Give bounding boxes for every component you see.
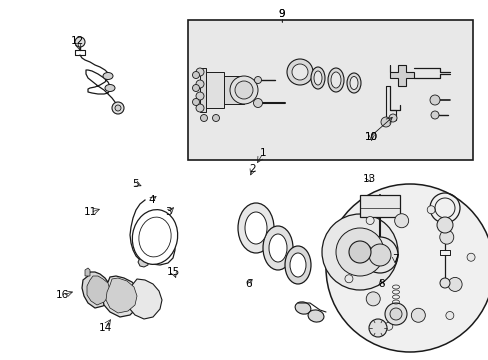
Circle shape: [192, 85, 199, 91]
Circle shape: [344, 275, 352, 283]
Circle shape: [466, 253, 474, 261]
Circle shape: [357, 244, 371, 258]
Circle shape: [286, 59, 312, 85]
Polygon shape: [200, 68, 205, 112]
Circle shape: [112, 102, 124, 114]
Circle shape: [75, 37, 85, 47]
Circle shape: [229, 76, 258, 104]
Bar: [359, 195, 399, 217]
Bar: [187, 20, 472, 160]
Polygon shape: [138, 258, 148, 267]
Circle shape: [436, 217, 452, 233]
Ellipse shape: [285, 246, 310, 284]
Circle shape: [447, 278, 461, 291]
Circle shape: [200, 114, 207, 122]
Circle shape: [321, 214, 397, 290]
Text: 9: 9: [278, 9, 285, 19]
Circle shape: [439, 278, 449, 288]
Circle shape: [196, 80, 203, 88]
Text: 11: 11: [83, 207, 97, 217]
Circle shape: [254, 77, 261, 84]
Polygon shape: [87, 276, 110, 305]
Circle shape: [235, 81, 252, 99]
Circle shape: [192, 99, 199, 105]
Circle shape: [366, 216, 373, 225]
Circle shape: [394, 214, 408, 228]
Circle shape: [196, 92, 203, 100]
Circle shape: [192, 72, 199, 78]
Circle shape: [253, 99, 262, 108]
Text: 15: 15: [166, 267, 180, 277]
Text: 8: 8: [377, 279, 384, 289]
Polygon shape: [389, 65, 413, 86]
Circle shape: [427, 206, 434, 214]
Ellipse shape: [295, 302, 310, 314]
Circle shape: [368, 244, 390, 266]
Ellipse shape: [238, 203, 273, 253]
Text: 13: 13: [362, 174, 375, 184]
Text: 16: 16: [56, 290, 69, 300]
Ellipse shape: [313, 71, 321, 85]
Circle shape: [325, 184, 488, 352]
Text: 6: 6: [244, 279, 251, 289]
Text: 5: 5: [132, 179, 139, 189]
Text: 10: 10: [365, 132, 377, 142]
Ellipse shape: [103, 72, 113, 80]
Circle shape: [361, 237, 397, 273]
Text: 4: 4: [148, 195, 155, 205]
Text: 14: 14: [98, 323, 112, 333]
Polygon shape: [106, 278, 137, 313]
Circle shape: [410, 308, 425, 322]
Ellipse shape: [268, 234, 286, 262]
Polygon shape: [85, 268, 90, 276]
Circle shape: [384, 303, 406, 325]
Ellipse shape: [105, 85, 115, 91]
Ellipse shape: [327, 68, 343, 92]
Polygon shape: [224, 76, 244, 104]
Polygon shape: [82, 272, 112, 308]
Ellipse shape: [346, 73, 360, 93]
Ellipse shape: [330, 72, 340, 88]
Ellipse shape: [310, 67, 325, 89]
Circle shape: [196, 68, 203, 76]
Ellipse shape: [132, 210, 177, 264]
Text: 1: 1: [259, 148, 266, 158]
Polygon shape: [127, 279, 162, 319]
Text: 10: 10: [365, 132, 377, 142]
Circle shape: [196, 104, 203, 112]
Circle shape: [291, 64, 307, 80]
Ellipse shape: [263, 226, 292, 270]
Circle shape: [115, 105, 121, 111]
Circle shape: [439, 230, 453, 244]
Circle shape: [389, 308, 401, 320]
Text: 3: 3: [165, 207, 172, 217]
Circle shape: [380, 117, 390, 127]
Ellipse shape: [289, 253, 305, 277]
Ellipse shape: [307, 310, 323, 322]
Circle shape: [366, 292, 380, 306]
Circle shape: [445, 311, 453, 319]
Circle shape: [430, 111, 438, 119]
Text: 9: 9: [278, 9, 285, 19]
Ellipse shape: [349, 77, 357, 90]
Text: 12: 12: [70, 36, 84, 46]
Circle shape: [348, 241, 370, 263]
Circle shape: [368, 319, 386, 337]
Polygon shape: [205, 72, 224, 108]
Circle shape: [212, 114, 219, 122]
Text: 7: 7: [391, 254, 398, 264]
Polygon shape: [102, 276, 140, 317]
Circle shape: [388, 114, 396, 122]
Text: 2: 2: [249, 164, 256, 174]
Circle shape: [429, 95, 439, 105]
Ellipse shape: [244, 212, 266, 244]
Circle shape: [384, 322, 392, 330]
Circle shape: [335, 228, 383, 276]
